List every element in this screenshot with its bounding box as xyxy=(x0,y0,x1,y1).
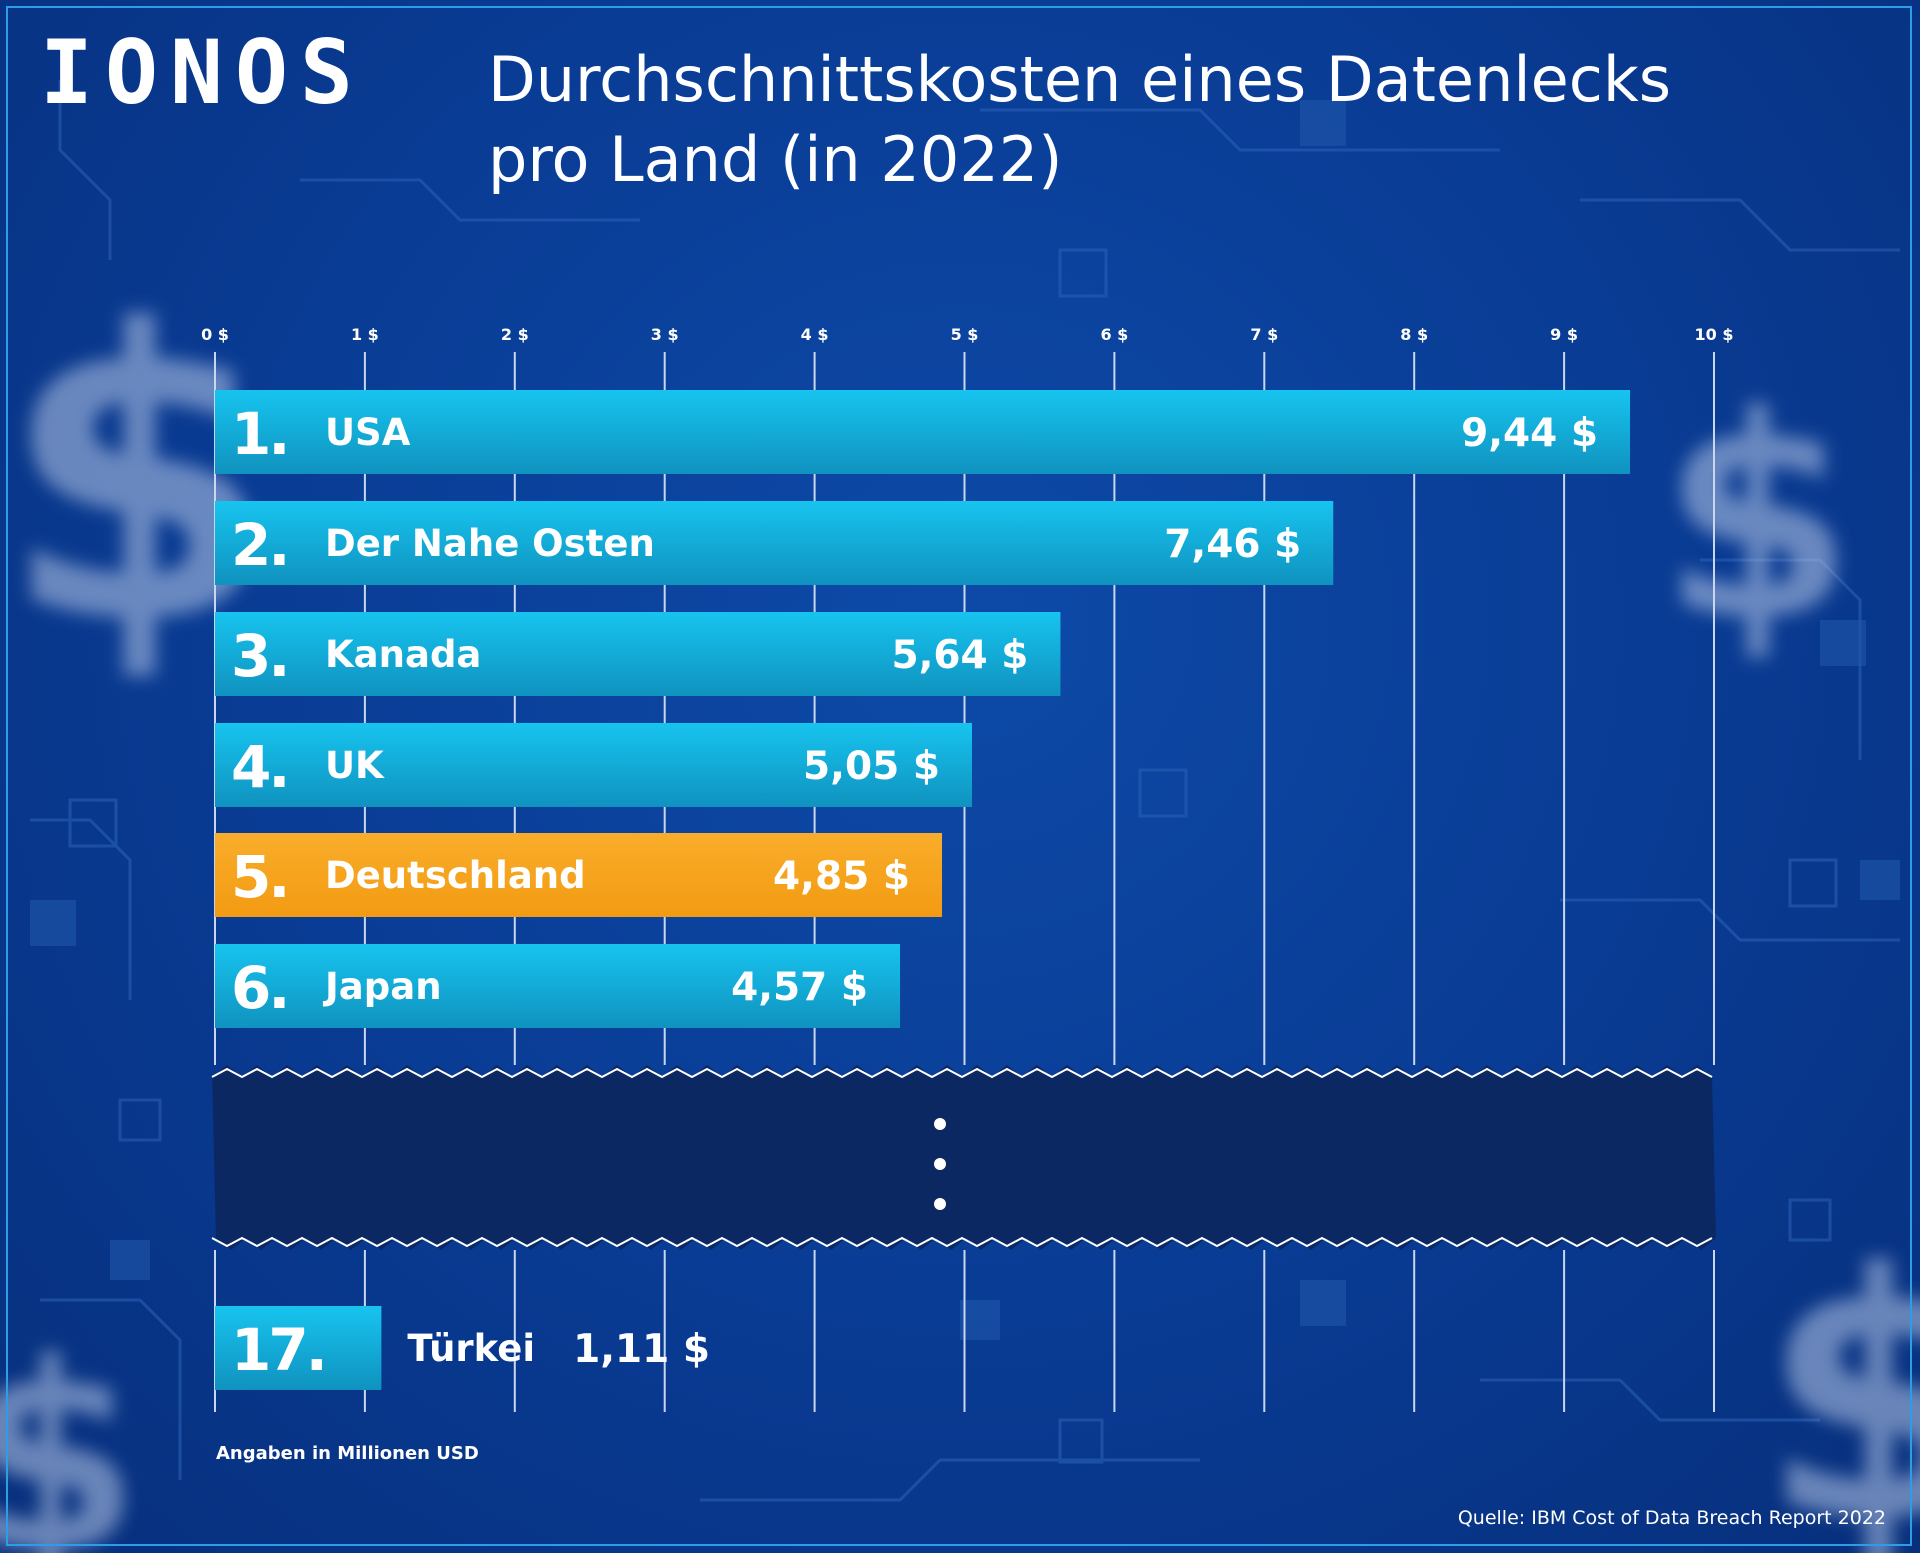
x-tick-label: 5 $ xyxy=(951,325,979,344)
bar xyxy=(215,501,1334,585)
bar-category-label: Türkei xyxy=(407,1327,535,1370)
x-tick-label: 1 $ xyxy=(351,325,379,344)
ellipsis-dot xyxy=(934,1118,946,1130)
unit-footnote: Angaben in Millionen USD xyxy=(216,1443,479,1464)
x-tick-label: 0 $ xyxy=(201,325,229,344)
bar-rank: 17. xyxy=(231,1316,325,1384)
bar-value-label: 7,46 $ xyxy=(1164,522,1301,567)
bar-rank: 5. xyxy=(231,843,287,911)
bar-category-label: Japan xyxy=(322,965,442,1008)
bar xyxy=(215,833,943,917)
x-tick-label: 4 $ xyxy=(801,325,829,344)
bar-value-label: 5,05 $ xyxy=(803,744,940,789)
chart-title-line-2: pro Land (in 2022) xyxy=(488,123,1063,196)
bar-value-label: 4,57 $ xyxy=(731,965,868,1010)
ellipsis-dot xyxy=(934,1198,946,1210)
dollar-sign-background-bottom-left: $ xyxy=(0,1309,141,1553)
bar-rank: 3. xyxy=(231,622,287,690)
chart-title: Durchschnittskosten eines Datenlecks pro… xyxy=(488,40,1788,200)
border-frame xyxy=(6,6,1912,1546)
bar-value-label: 5,64 $ xyxy=(891,633,1028,678)
axis-break-zigzag-bottom xyxy=(211,1236,1713,1248)
source-note: Quelle: IBM Cost of Data Breach Report 2… xyxy=(1457,1507,1886,1529)
chart-title-line-1: Durchschnittskosten eines Datenlecks xyxy=(488,43,1672,116)
bar xyxy=(215,612,1061,696)
bar xyxy=(215,723,972,807)
bar-category-label: Kanada xyxy=(325,633,481,676)
bar xyxy=(215,390,1631,474)
bar-rank: 4. xyxy=(231,733,287,801)
axis-break-band xyxy=(212,1065,1716,1250)
bar xyxy=(215,944,901,1028)
bar-rank: 6. xyxy=(231,954,287,1022)
bar-category-label: Der Nahe Osten xyxy=(325,522,655,565)
bar-rank: 1. xyxy=(231,400,287,468)
bar-value-label: 1,11 $ xyxy=(573,1327,710,1372)
bar-value-label: 9,44 $ xyxy=(1461,411,1598,456)
x-tick-label: 9 $ xyxy=(1550,325,1578,344)
axis-break-zigzag-top xyxy=(211,1067,1713,1079)
dollar-sign-background-bottom-right: $ xyxy=(1760,1202,1920,1553)
x-tick-label: 10 $ xyxy=(1695,325,1734,344)
x-tick-label: 2 $ xyxy=(501,325,529,344)
bar-rank: 2. xyxy=(231,511,287,579)
bar-category-label: Deutschland xyxy=(325,854,586,897)
bar-value-label: 4,85 $ xyxy=(773,854,910,899)
bar xyxy=(215,1306,382,1390)
bar-category-label: UK xyxy=(325,744,385,787)
ellipsis-dot xyxy=(934,1158,946,1170)
dollar-sign-background-right: $ xyxy=(1660,357,1855,683)
x-tick-label: 7 $ xyxy=(1250,325,1278,344)
bar-category-label: USA xyxy=(325,411,411,454)
x-tick-label: 6 $ xyxy=(1100,325,1128,344)
x-tick-label: 3 $ xyxy=(651,325,679,344)
ionos-logo: IONOS xyxy=(40,21,365,124)
x-tick-label: 8 $ xyxy=(1400,325,1428,344)
